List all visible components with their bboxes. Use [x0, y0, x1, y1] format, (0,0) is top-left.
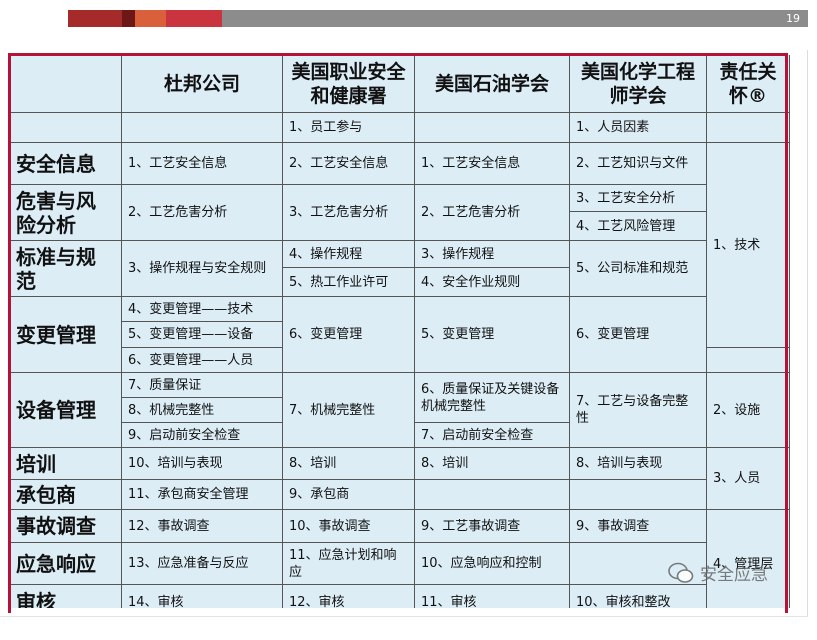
table-cell: 10、培训与表现 — [122, 448, 283, 480]
table-cell: 11、承包商安全管理 — [122, 480, 283, 510]
table-cell: 9、工艺事故调查 — [415, 510, 570, 543]
table-cell: 2、工艺危害分析 — [122, 185, 283, 241]
table-cell: 4、管理层 — [707, 510, 790, 608]
table-cell: 11、应急计划和响应 — [283, 543, 415, 585]
table-cell: 1、人员因素 — [570, 113, 707, 143]
table-cell: 1、工艺安全信息 — [415, 143, 570, 185]
column-header: 责任关怀® — [707, 55, 790, 113]
table-cell: 3、人员 — [707, 448, 790, 510]
table-cell: 10、审核和整改 — [570, 585, 707, 608]
table-cell: 8、培训 — [415, 448, 570, 480]
row-label: 事故调查 — [10, 510, 122, 543]
wechat-icon — [668, 562, 694, 583]
table-cell: 10、应急响应和控制 — [415, 543, 570, 585]
empty-cell — [707, 348, 790, 373]
table-cell: 7、启动前安全检查 — [415, 423, 570, 448]
row-label: 安全信息 — [10, 143, 122, 185]
table-cell: 1、工艺安全信息 — [122, 143, 283, 185]
table-cell: 5、变更管理 — [415, 297, 570, 373]
table-cell: 4、操作规程 — [283, 241, 415, 268]
row-label: 应急响应 — [10, 543, 122, 585]
table-cell: 6、质量保证及关键设备机械完整性 — [415, 373, 570, 423]
table-cell: 8、培训与表现 — [570, 448, 707, 480]
table-cell: 7、机械完整性 — [283, 373, 415, 448]
table-cell: 12、事故调查 — [122, 510, 283, 543]
deco-bar — [68, 10, 122, 27]
table-cell: 7、质量保证 — [122, 373, 283, 398]
table-cell: 5、公司标准和规范 — [570, 241, 707, 297]
table-cell: 3、工艺危害分析 — [283, 185, 415, 241]
table-cell: 3、操作规程与安全规则 — [122, 241, 283, 297]
table-cell: 12、审核 — [283, 585, 415, 608]
empty-cell — [415, 113, 570, 143]
table-cell: 9、承包商 — [283, 480, 415, 510]
empty-cell — [10, 113, 122, 143]
page-number: 19 — [786, 12, 800, 25]
watermark-text: 安全应急 — [700, 565, 768, 585]
table-cell: 5、热工作业许可 — [283, 268, 415, 297]
table-cell: 6、变更管理 — [570, 297, 707, 373]
empty-cell — [570, 480, 707, 510]
table-cell: 8、机械完整性 — [122, 398, 283, 423]
slide-edge — [0, 616, 808, 617]
table-cell: 4、变更管理——技术 — [122, 297, 283, 322]
table-cell: 9、事故调查 — [570, 510, 707, 543]
table-cell: 5、变更管理——设备 — [122, 322, 283, 348]
row-label: 培训 — [10, 448, 122, 480]
table-cell: 2、工艺安全信息 — [283, 143, 415, 185]
table-cell: 1、技术 — [707, 143, 790, 348]
row-label: 标准与规范 — [10, 241, 122, 297]
header-cell — [10, 55, 122, 113]
table-cell: 6、变更管理——人员 — [122, 348, 283, 373]
empty-cell — [415, 480, 570, 510]
row-label: 危害与风险分析 — [10, 185, 122, 241]
table: 杜邦公司 美国职业安全和健康署 美国石油学会 美国化学工程师学会 责任关怀® 安全信息 危害… — [10, 55, 790, 608]
table-cell: 3、工艺安全分析 — [570, 185, 707, 212]
table-cell: 3、操作规程 — [415, 241, 570, 268]
table-cell: 2、工艺危害分析 — [415, 185, 570, 241]
table-cell: 1、员工参与 — [283, 113, 415, 143]
table-cell: 8、培训 — [283, 448, 415, 480]
empty-cell — [570, 543, 707, 585]
empty-cell — [707, 113, 790, 143]
table-cell: 7、工艺与设备完整性 — [570, 373, 707, 448]
table-cell: 4、工艺风险管理 — [570, 212, 707, 241]
table-cell: 14、审核 — [122, 585, 283, 608]
empty-cell — [122, 113, 283, 143]
row-label: 设备管理 — [10, 373, 122, 448]
row-label: 变更管理 — [10, 297, 122, 373]
watermark: 安全应急 — [668, 560, 768, 585]
table-cell: 6、变更管理 — [283, 297, 415, 373]
table-cell: 10、事故调查 — [283, 510, 415, 543]
column-header: 美国石油学会 — [415, 55, 570, 113]
row-label: 承包商 — [10, 480, 122, 510]
deco-bar — [135, 10, 166, 27]
deco-bar — [122, 10, 135, 27]
slide-edge — [807, 50, 808, 616]
deco-bar — [222, 10, 808, 27]
table-cell: 13、应急准备与反应 — [122, 543, 283, 585]
column-header: 美国化学工程师学会 — [570, 55, 707, 113]
column-header: 美国职业安全和健康署 — [283, 55, 415, 113]
table-cell: 11、审核 — [415, 585, 570, 608]
table-cell: 2、工艺知识与文件 — [570, 143, 707, 185]
deco-bar — [166, 10, 222, 27]
column-header: 杜邦公司 — [122, 55, 283, 113]
table-cell: 9、启动前安全检查 — [122, 423, 283, 448]
row-label: 审核 — [10, 585, 122, 608]
table-cell: 2、设施 — [707, 373, 790, 448]
table-cell: 4、安全作业规则 — [415, 268, 570, 297]
